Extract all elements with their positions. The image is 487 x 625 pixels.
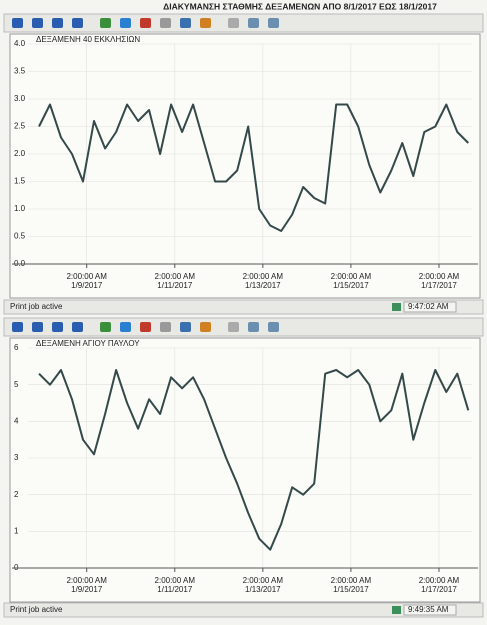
toolbar-button[interactable]	[160, 322, 171, 332]
y-tick-label: 4.0	[14, 39, 26, 48]
toolbar-button[interactable]	[52, 18, 63, 28]
data-line	[38, 369, 470, 551]
status-text: Print job active	[10, 605, 63, 614]
toolbar-button[interactable]	[160, 18, 171, 28]
y-tick-label: 2	[14, 490, 19, 499]
x-tick-label: 2:00:00 AM 1/17/2017	[418, 576, 460, 594]
y-tick-label: 1.0	[14, 204, 26, 213]
toolbar-button[interactable]	[180, 18, 191, 28]
toolbar-button[interactable]	[268, 18, 279, 28]
chart-title: ΔΕΞΑΜΕΝΗ ΑΓΙΟΥ ΠΑΥΛΟΥ	[36, 339, 140, 348]
y-tick-label: 0.5	[14, 232, 26, 241]
toolbar-button[interactable]	[120, 322, 131, 332]
toolbar-button[interactable]	[248, 322, 259, 332]
x-tick-label: 2:00:00 AM 1/15/2017	[330, 272, 372, 290]
x-tick-label: 2:00:00 AM 1/13/2017	[242, 576, 284, 594]
plot-frame	[9, 33, 481, 299]
plot-frame	[9, 337, 481, 603]
y-tick-label: 3.5	[14, 67, 26, 76]
toolbar-button[interactable]	[52, 322, 63, 332]
toolbar-button[interactable]	[200, 322, 211, 332]
y-tick-label: 2.5	[14, 122, 26, 131]
y-tick-label: 1.5	[14, 177, 26, 186]
toolbar-button[interactable]	[268, 322, 279, 332]
y-tick-label: 5	[14, 380, 19, 389]
toolbar-button[interactable]	[12, 18, 23, 28]
x-tick-label: 2:00:00 AM 1/9/2017	[66, 272, 107, 290]
toolbar-button[interactable]	[228, 322, 239, 332]
x-tick-label: 2:00:00 AM 1/9/2017	[66, 576, 107, 594]
status-icon	[392, 303, 401, 311]
time-box	[403, 301, 457, 313]
y-tick-label: 1	[14, 526, 19, 535]
toolbar-button[interactable]	[228, 18, 239, 28]
toolbar-button[interactable]	[12, 322, 23, 332]
y-tick-label: 6	[14, 343, 19, 352]
toolbar-button[interactable]	[140, 322, 151, 332]
x-tick-label: 2:00:00 AM 1/15/2017	[330, 576, 372, 594]
data-line	[38, 103, 470, 232]
time-box	[403, 604, 457, 616]
y-tick-label: 3	[14, 453, 19, 462]
toolbar-button[interactable]	[180, 322, 191, 332]
toolbar-button[interactable]	[32, 18, 43, 28]
toolbar-button[interactable]	[120, 18, 131, 28]
x-tick-label: 2:00:00 AM 1/11/2017	[154, 272, 195, 290]
status-bar	[3, 299, 484, 315]
status-icon	[392, 606, 401, 614]
toolbar-button[interactable]	[248, 18, 259, 28]
toolbar-button[interactable]	[100, 18, 111, 28]
status-time: 9:49:35 AM	[408, 605, 449, 614]
page-title: ΔΙΑΚΥΜΑΝΣΗ ΣΤΑΘΜΗΣ ΔΕΞΑΜΕΝΩΝ ΑΠΟ 8/1/201…	[163, 1, 437, 11]
x-tick-label: 2:00:00 AM 1/13/2017	[242, 272, 284, 290]
status-time: 9:47:02 AM	[408, 302, 449, 311]
x-tick-label: 2:00:00 AM 1/11/2017	[154, 576, 195, 594]
x-tick-label: 2:00:00 AM 1/17/2017	[418, 272, 460, 290]
toolbar-button[interactable]	[72, 322, 83, 332]
toolbar-button[interactable]	[72, 18, 83, 28]
y-tick-label: 2.0	[14, 149, 26, 158]
status-bar	[3, 602, 484, 618]
toolbar-button[interactable]	[200, 18, 211, 28]
toolbar-button[interactable]	[100, 322, 111, 332]
status-text: Print job active	[10, 302, 63, 311]
toolbar-button[interactable]	[140, 18, 151, 28]
toolbar-button[interactable]	[32, 322, 43, 332]
y-tick-label: 3.0	[14, 94, 26, 103]
chart-title: ΔΕΞΑΜΕΝΗ 40 ΕΚΚΛΗΣΙΩΝ	[36, 35, 140, 44]
y-tick-label: 4	[14, 416, 19, 425]
